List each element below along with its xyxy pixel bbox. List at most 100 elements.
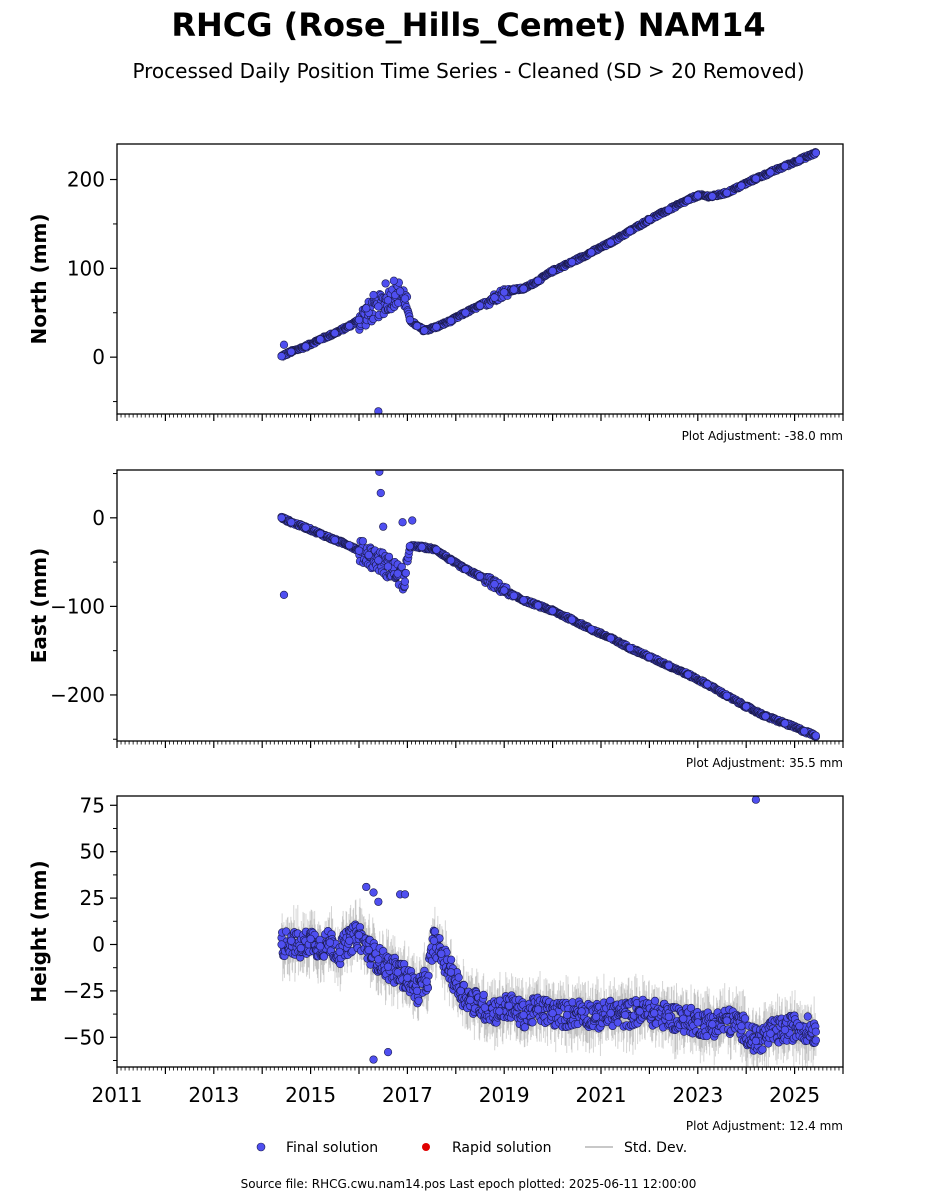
- plot-adjustment-note: Plot Adjustment: 35.5 mm: [686, 756, 843, 770]
- series-point: [330, 535, 339, 545]
- outlier-point: [398, 518, 407, 527]
- series-point: [400, 294, 410, 303]
- plot-area-east: [277, 470, 820, 741]
- series-point: [533, 601, 543, 610]
- panel-north: 0 100 200 North (mm) Plot Adjustment: -38.0 …: [27, 143, 844, 443]
- series-point: [548, 266, 557, 276]
- series-point: [364, 550, 373, 560]
- series-point: [393, 569, 402, 578]
- panels: 0 100 200 North (mm) Plot Adjustment: -38.0 …: [27, 143, 844, 1133]
- series-point: [500, 288, 509, 297]
- series-point: [287, 347, 296, 356]
- series-point: [645, 652, 654, 661]
- outlier-point: [369, 290, 378, 300]
- series-point: [383, 296, 393, 305]
- series-point: [800, 727, 809, 736]
- plot-area-north: [277, 147, 820, 414]
- series-point: [533, 276, 543, 285]
- series-point: [446, 556, 456, 565]
- series-point: [703, 680, 712, 689]
- series-point: [519, 284, 528, 293]
- y-tick-label: 100: [67, 256, 105, 280]
- series-point: [645, 215, 654, 224]
- series-point: [345, 321, 354, 331]
- series-point: [400, 577, 410, 586]
- y-tick-label: −100: [50, 594, 105, 618]
- outlier-point: [374, 407, 383, 414]
- series-point: [684, 670, 693, 679]
- series-point: [490, 293, 499, 302]
- y-tick-label: 0: [92, 345, 105, 369]
- y-tick-label: 200: [67, 168, 105, 192]
- series-point: [345, 541, 354, 550]
- series-point: [461, 308, 470, 317]
- series-point: [606, 634, 615, 643]
- series-point: [412, 321, 422, 331]
- series-point: [567, 258, 577, 267]
- outlier-point: [408, 516, 417, 525]
- y-tick-label: 0: [92, 506, 105, 530]
- series-point: [301, 342, 310, 351]
- series-point: [587, 248, 596, 257]
- series-point: [708, 192, 717, 201]
- series-point: [354, 315, 364, 324]
- series-point: [737, 181, 746, 190]
- series-point: [693, 191, 702, 200]
- series-point: [742, 702, 751, 711]
- series-point: [316, 529, 325, 538]
- series-point: [519, 596, 528, 605]
- outlier-point: [389, 276, 398, 285]
- series-point: [330, 329, 339, 338]
- series-point: [587, 625, 596, 634]
- series-point: [277, 352, 286, 361]
- data-point: [401, 568, 410, 578]
- series-point: [606, 238, 615, 247]
- series-point: [509, 285, 518, 294]
- series-point: [795, 155, 804, 165]
- series-point: [509, 591, 518, 600]
- y-axis-label: East (mm): [27, 548, 51, 664]
- figure-title: RHCG (Rose_Hills_Cemet) NAM14: [171, 6, 765, 44]
- series-point: [396, 287, 405, 296]
- series-point: [417, 542, 427, 552]
- series-point: [354, 546, 364, 555]
- series-point: [811, 148, 820, 157]
- series-point: [461, 565, 470, 574]
- y-axis-label: North (mm): [27, 213, 51, 344]
- series-point: [548, 606, 557, 615]
- series-point: [374, 556, 383, 565]
- figure-subtitle: Processed Daily Position Time Series - C…: [132, 59, 804, 83]
- series-point: [374, 302, 383, 311]
- series-point: [567, 615, 577, 624]
- series-point: [301, 523, 310, 532]
- series-point: [766, 168, 775, 177]
- outlier-point: [279, 590, 289, 599]
- series-point: [490, 580, 499, 589]
- series-point: [751, 174, 760, 183]
- panel-east: −200 −100 0 East (mm) Plot Adjustment: 35.5 …: [27, 469, 844, 770]
- series-point: [780, 719, 790, 728]
- outlier-point: [362, 304, 371, 313]
- plot-adjustment-note: Plot Adjustment: -38.0 mm: [682, 429, 843, 443]
- series-point: [277, 513, 286, 522]
- outlier-point: [379, 522, 388, 531]
- y-tick-label: −200: [50, 683, 105, 707]
- plot-area-height: [277, 796, 820, 1067]
- series-point: [722, 188, 731, 197]
- series-point: [475, 301, 485, 310]
- data-point: [358, 537, 367, 546]
- series-point: [684, 195, 693, 205]
- series-point: [405, 542, 414, 551]
- outlier-point: [381, 279, 390, 288]
- series-point: [664, 661, 673, 670]
- series-point: [420, 326, 429, 335]
- data-point: [384, 552, 394, 561]
- series-point: [432, 322, 441, 332]
- series-point: [316, 335, 325, 344]
- series-point: [625, 643, 635, 653]
- series-point: [405, 315, 414, 324]
- series-point: [446, 316, 456, 325]
- series-point: [761, 712, 770, 721]
- series-point: [287, 518, 296, 527]
